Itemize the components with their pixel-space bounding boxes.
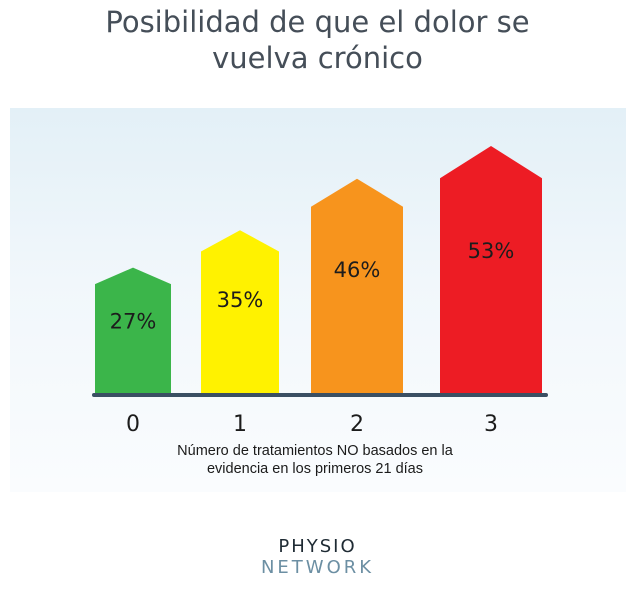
bar-3 [440,145,542,394]
x-tick-label-2: 2 [350,412,364,437]
chart-title: Posibilidad de que el dolor se vuelva cr… [0,4,635,76]
bar-1 [201,230,279,394]
data-label-0: 27% [110,310,157,334]
data-label-1: 35% [217,288,264,312]
x-axis-label: Número de tratamientos NO basados en la … [80,442,550,478]
x-tick-label-1: 1 [233,412,247,437]
chart-title-line-2: vuelva crónico [212,41,423,75]
x-axis-label-line-1: Número de tratamientos NO basados en la [177,443,453,459]
data-label-2: 46% [334,258,381,282]
x-axis-label-line-2: evidencia en los primeros 21 días [206,461,423,477]
logo-line-2: NETWORK [260,557,375,578]
x-tick-label-3: 3 [484,412,498,437]
x-tick-label-0: 0 [126,412,140,437]
logo-line-1: PHYSIO [278,536,357,557]
bar-0 [95,267,171,394]
chart-title-line-1: Posibilidad de que el dolor se [105,5,530,39]
data-label-3: 53% [468,239,515,263]
bar-2 [311,178,403,394]
physio-network-logo: PHYSIO NETWORK [0,537,635,579]
